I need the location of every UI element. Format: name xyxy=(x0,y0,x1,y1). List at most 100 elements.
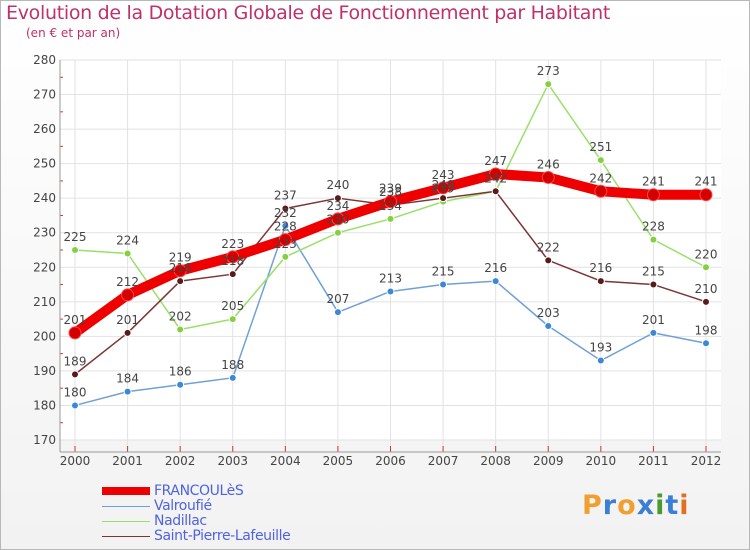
data-point xyxy=(281,252,290,261)
data-label: 242 xyxy=(484,171,507,185)
data-label: 247 xyxy=(484,154,507,168)
data-label: 215 xyxy=(642,265,665,279)
data-label: 242 xyxy=(589,171,612,185)
data-label: 213 xyxy=(379,271,402,285)
x-tick-label: 2002 xyxy=(165,454,196,468)
data-point xyxy=(386,287,395,296)
data-label: 189 xyxy=(64,354,87,368)
data-label: 216 xyxy=(484,261,507,275)
x-tick-label: 2012 xyxy=(691,454,722,468)
data-point xyxy=(702,339,710,348)
data-point xyxy=(596,156,605,165)
data-point xyxy=(123,249,132,258)
data-point xyxy=(699,188,713,202)
data-label: 222 xyxy=(537,240,560,254)
data-label: 202 xyxy=(169,309,192,323)
logo-letter: r xyxy=(602,490,618,521)
data-label: 198 xyxy=(695,323,718,337)
data-label: 201 xyxy=(116,313,139,327)
data-point xyxy=(649,280,658,289)
data-point xyxy=(489,167,503,181)
y-tick-label: 220 xyxy=(33,260,56,274)
data-point xyxy=(649,235,658,244)
data-label: 215 xyxy=(432,265,455,279)
x-tick-label: 2008 xyxy=(480,454,511,468)
data-label: 180 xyxy=(64,385,87,399)
data-point xyxy=(333,308,342,317)
data-label: 216 xyxy=(589,261,612,275)
data-point xyxy=(333,228,342,237)
data-point xyxy=(121,288,135,302)
data-point xyxy=(436,181,450,195)
y-tick-label: 270 xyxy=(33,88,56,102)
data-label: 230 xyxy=(326,213,349,227)
data-label: 212 xyxy=(116,275,139,289)
data-label: 201 xyxy=(642,313,665,327)
data-point xyxy=(544,256,553,265)
data-label: 186 xyxy=(169,365,192,379)
data-label: 193 xyxy=(589,341,612,355)
data-point xyxy=(176,325,185,334)
data-label: 241 xyxy=(642,175,665,189)
data-point xyxy=(491,187,500,196)
data-label: 184 xyxy=(116,372,139,386)
y-tick-label: 230 xyxy=(33,226,56,240)
data-point xyxy=(173,264,187,278)
data-label: 218 xyxy=(221,254,244,268)
data-point xyxy=(71,370,79,379)
data-label: 224 xyxy=(116,233,139,247)
logo-letter: t xyxy=(665,490,680,521)
data-point xyxy=(384,195,397,209)
data-label: 243 xyxy=(432,168,455,182)
logo-letter: x xyxy=(636,490,656,521)
data-point xyxy=(123,387,132,396)
data-point xyxy=(176,380,185,389)
data-label: 246 xyxy=(537,157,560,171)
data-point xyxy=(228,270,237,279)
data-point xyxy=(439,194,448,203)
y-tick-label: 250 xyxy=(33,157,56,171)
y-tick-label: 210 xyxy=(33,295,56,309)
y-tick-label: 260 xyxy=(33,122,56,136)
x-tick-label: 2000 xyxy=(60,454,91,468)
chart-subtitle: (en € et par an) xyxy=(26,26,121,40)
x-tick-label: 2010 xyxy=(586,454,617,468)
data-point xyxy=(541,170,555,184)
data-label: 219 xyxy=(169,251,192,265)
data-label: 188 xyxy=(221,358,244,372)
y-tick-label: 180 xyxy=(33,398,56,412)
x-tick-label: 2001 xyxy=(112,454,143,468)
legend-swatch xyxy=(102,521,150,522)
x-tick-label: 2009 xyxy=(533,454,564,468)
data-point xyxy=(646,188,660,202)
logo-letter: P xyxy=(582,490,603,521)
logo-letter: i xyxy=(679,490,690,521)
data-point xyxy=(386,214,395,223)
x-tick-label: 2003 xyxy=(217,454,248,468)
data-label: 210 xyxy=(695,282,718,296)
data-point xyxy=(68,326,82,340)
data-label: 234 xyxy=(326,199,349,213)
legend-swatch xyxy=(102,506,150,507)
data-label: 273 xyxy=(537,64,560,78)
data-label: 220 xyxy=(695,247,718,261)
legend-swatch xyxy=(102,536,150,537)
data-label: 240 xyxy=(326,178,349,192)
data-label: 228 xyxy=(274,220,297,234)
data-label: 240 xyxy=(432,178,455,192)
data-point xyxy=(226,250,240,264)
data-label: 223 xyxy=(221,237,244,251)
data-point xyxy=(702,263,710,272)
data-label: 228 xyxy=(642,220,665,234)
data-label: 238 xyxy=(379,185,402,199)
data-point xyxy=(491,277,500,286)
data-label: 205 xyxy=(221,299,244,313)
chart-title: Evolution de la Dotation Globale de Fonc… xyxy=(6,2,611,24)
data-label: 239 xyxy=(432,182,455,196)
data-label: 223 xyxy=(274,237,297,251)
x-tick-label: 2011 xyxy=(638,454,669,468)
x-tick-label: 2007 xyxy=(428,454,459,468)
data-point xyxy=(649,328,658,337)
legend-label: Nadillac xyxy=(154,513,207,529)
